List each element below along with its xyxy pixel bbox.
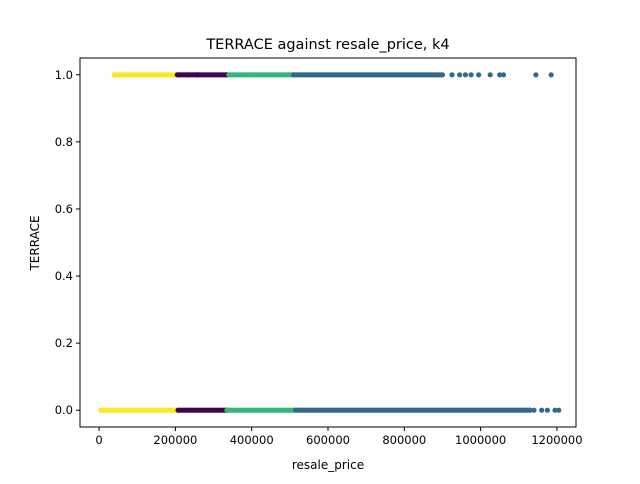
x-tick-label: 800000 — [382, 433, 426, 447]
data-point — [468, 72, 474, 78]
data-point — [476, 72, 482, 78]
data-point — [185, 72, 191, 78]
data-point — [533, 72, 539, 78]
data-point — [552, 407, 558, 413]
x-tick-label: 400000 — [230, 433, 274, 447]
data-point — [439, 72, 446, 78]
data-point — [500, 72, 507, 78]
y-axis-label: TERRACE — [28, 215, 42, 271]
x-tick-label: 0 — [95, 433, 102, 447]
y-tick-label: 0.2 — [55, 336, 73, 350]
data-point — [539, 407, 545, 413]
y-tick-label: 0.8 — [55, 135, 73, 149]
points-layer — [98, 72, 562, 413]
x-axis-ticks: 0 200000 400000 600000 800000 1000000 1200000 — [95, 427, 583, 447]
y-tick-label: 1.0 — [55, 68, 73, 82]
data-point — [527, 407, 533, 413]
data-point — [194, 72, 201, 78]
x-tick-label: 1000000 — [455, 433, 506, 447]
y-axis-ticks: 0.0 0.2 0.4 0.6 0.8 1.0 — [55, 68, 80, 417]
data-point — [487, 72, 493, 78]
data-point — [111, 72, 117, 78]
x-tick-label: 1200000 — [531, 433, 582, 447]
data-point — [531, 407, 537, 413]
y-tick-label: 0.0 — [55, 403, 73, 417]
data-point — [548, 72, 554, 78]
x-tick-label: 600000 — [306, 433, 350, 447]
y-tick-label: 0.6 — [55, 202, 73, 216]
data-point — [462, 72, 468, 78]
x-tick-label: 200000 — [153, 433, 197, 447]
data-point — [457, 72, 463, 78]
chart-title: TERRACE against resale_price, k4 — [205, 37, 449, 53]
data-point — [176, 72, 182, 78]
x-axis-label: resale_price — [292, 458, 364, 472]
data-point — [497, 72, 503, 78]
data-point — [98, 407, 104, 413]
data-point — [544, 407, 551, 413]
y-tick-label: 0.4 — [55, 269, 73, 283]
data-point — [556, 407, 562, 413]
data-point — [449, 72, 455, 78]
